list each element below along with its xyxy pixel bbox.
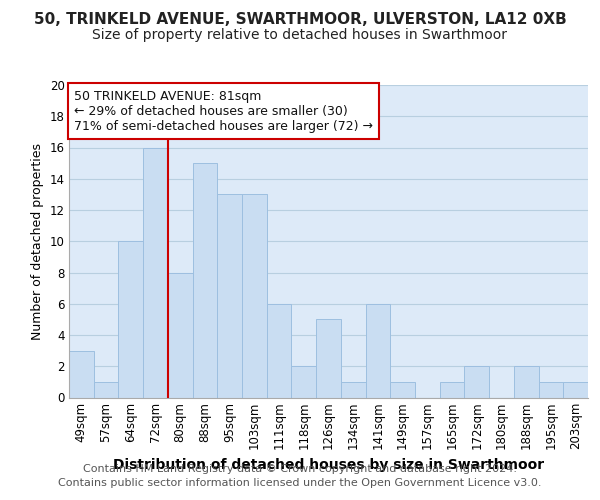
Bar (365, 304, 390, 398)
Bar (316, 320, 341, 398)
Text: Contains HM Land Registry data © Crown copyright and database right 2024.
Contai: Contains HM Land Registry data © Crown c… (58, 464, 542, 487)
Bar (539, 382, 563, 398)
Bar (193, 163, 217, 398)
Bar (143, 148, 168, 398)
Text: 50 TRINKELD AVENUE: 81sqm
← 29% of detached houses are smaller (30)
71% of semi-: 50 TRINKELD AVENUE: 81sqm ← 29% of detac… (74, 90, 373, 132)
Bar (118, 242, 143, 398)
X-axis label: Distribution of detached houses by size in Swarthmoor: Distribution of detached houses by size … (113, 458, 544, 471)
Bar (242, 194, 267, 398)
Bar (267, 304, 292, 398)
Bar (563, 382, 588, 398)
Bar (69, 350, 94, 398)
Bar (464, 366, 489, 398)
Y-axis label: Number of detached properties: Number of detached properties (31, 143, 44, 340)
Bar (168, 272, 193, 398)
Text: Size of property relative to detached houses in Swarthmoor: Size of property relative to detached ho… (92, 28, 508, 42)
Text: 50, TRINKELD AVENUE, SWARTHMOOR, ULVERSTON, LA12 0XB: 50, TRINKELD AVENUE, SWARTHMOOR, ULVERST… (34, 12, 566, 28)
Bar (390, 382, 415, 398)
Bar (292, 366, 316, 398)
Bar (440, 382, 464, 398)
Bar (514, 366, 539, 398)
Bar (217, 194, 242, 398)
Bar (94, 382, 118, 398)
Bar (341, 382, 365, 398)
